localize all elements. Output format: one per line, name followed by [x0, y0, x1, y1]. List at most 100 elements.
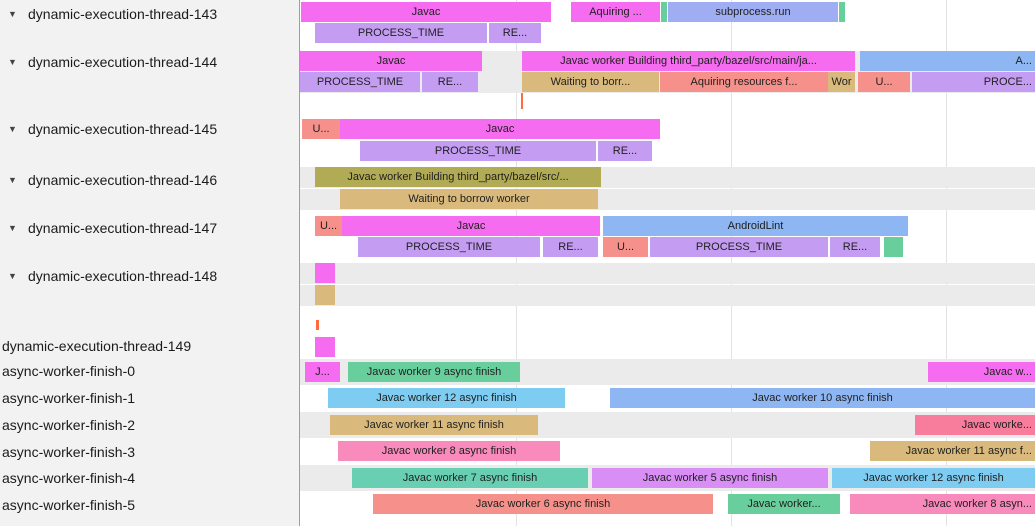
collapse-arrow-icon[interactable]: ▼	[8, 57, 17, 67]
trace-span[interactable]: Waiting to borrow worker	[340, 189, 598, 209]
track-lane	[300, 263, 1035, 284]
trace-span[interactable]: PROCESS_TIME	[315, 23, 487, 43]
trace-span[interactable]	[315, 337, 335, 357]
sidebar-track-row[interactable]: ▼ dynamic-execution-thread-143	[0, 4, 299, 24]
trace-span[interactable]: Javac worker 9 async finish	[348, 362, 520, 382]
sidebar-track-row[interactable]: dynamic-execution-thread-149	[0, 336, 299, 356]
sidebar-track-row[interactable]: async-worker-finish-3	[0, 442, 299, 462]
sidebar-track-row[interactable]: async-worker-finish-4	[0, 468, 299, 488]
track-name-label: async-worker-finish-3	[2, 444, 136, 460]
track-lane	[300, 337, 1035, 358]
track-name-label: dynamic-execution-thread-149	[2, 338, 192, 354]
trace-span[interactable]: PROCESS_TIME	[650, 237, 828, 257]
track-lane: PROCESS_TIME RE... U... PROCESS_TIME RE...	[300, 237, 1035, 258]
track-lane: Javac worker 7 async finish Javac worker …	[300, 465, 1035, 491]
trace-span[interactable]: Javac worker 5 async finish	[592, 468, 828, 488]
trace-span[interactable]: Aquiring ...	[571, 2, 660, 22]
trace-span[interactable]: Javac worke...	[915, 415, 1035, 435]
trace-span[interactable]: Javac worker 8 asyn...	[850, 494, 1035, 514]
trace-span[interactable]: RE...	[543, 237, 598, 257]
track-name-label: dynamic-execution-thread-147	[28, 220, 218, 236]
track-lane: U... Javac AndroidLint	[300, 216, 1035, 237]
trace-span[interactable]: Waiting to borr...	[522, 72, 659, 92]
trace-span[interactable]: Javac worker 11 async finish	[330, 415, 538, 435]
track-lane: PROCESS_TIME RE...	[300, 141, 1035, 162]
trace-span[interactable]: U...	[302, 119, 340, 139]
track-name-label: dynamic-execution-thread-146	[28, 172, 218, 188]
trace-span[interactable]: Javac worker Building third_party/bazel/…	[522, 51, 855, 71]
collapse-arrow-icon[interactable]: ▼	[8, 271, 17, 281]
trace-span[interactable]: Javac worker 12 async finish	[328, 388, 565, 408]
trace-span[interactable]: PROCE...	[912, 72, 1035, 92]
timeline: Javac Aquiring ... subprocess.run PROCESS_T…	[300, 0, 1035, 526]
trace-span[interactable]: subprocess.run	[668, 2, 838, 22]
track-lane: J... Javac worker 9 async finish Javac w..…	[300, 359, 1035, 385]
sidebar: ▼ dynamic-execution-thread-143 ▼ dynamic-ex…	[0, 0, 300, 526]
instant-event-tick	[316, 320, 319, 330]
trace-span[interactable]: Javac worker 6 async finish	[373, 494, 713, 514]
trace-span[interactable]	[884, 237, 903, 257]
trace-span[interactable]	[315, 285, 335, 305]
trace-span[interactable]: J...	[305, 362, 340, 382]
sidebar-track-row[interactable]: async-worker-finish-0	[0, 361, 299, 381]
trace-span[interactable]: Javac worker 8 async finish	[338, 441, 560, 461]
trace-span[interactable]: Aquiring resources f...	[660, 72, 828, 92]
trace-span[interactable]: Wor	[828, 72, 855, 92]
trace-span[interactable]: U...	[603, 237, 648, 257]
trace-span[interactable]: Javac worker...	[728, 494, 840, 514]
track-lane: Javac worker 12 async finish Javac worker…	[300, 385, 1035, 411]
trace-span[interactable]: Javac worker 12 async finish	[832, 468, 1035, 488]
track-lane: PROCESS_TIME RE... Waiting to borr... Aquir…	[300, 72, 1035, 93]
trace-span[interactable]: Javac worker 11 async f...	[870, 441, 1035, 461]
trace-span[interactable]: A...	[860, 51, 1035, 71]
trace-span[interactable]	[839, 2, 845, 22]
track-name-label: dynamic-execution-thread-148	[28, 268, 218, 284]
sidebar-track-row[interactable]: ▼ dynamic-execution-thread-147	[0, 218, 299, 238]
track-lane: Javac worker 11 async finish Javac worke.…	[300, 412, 1035, 438]
sidebar-track-row[interactable]: ▼ dynamic-execution-thread-148	[0, 266, 299, 286]
track-name-label: async-worker-finish-1	[2, 390, 136, 406]
track-name-label: async-worker-finish-2	[2, 417, 136, 433]
trace-span[interactable]: PROCESS_TIME	[300, 72, 420, 92]
trace-span[interactable]: Javac	[342, 216, 600, 236]
collapse-arrow-icon[interactable]: ▼	[8, 124, 17, 134]
trace-span[interactable]: Javac worker Building third_party/bazel/…	[315, 167, 601, 187]
trace-span[interactable]: Javac worker 7 async finish	[352, 468, 588, 488]
track-lane: Waiting to borrow worker	[300, 189, 1035, 210]
track-lane: PROCESS_TIME RE...	[300, 23, 1035, 44]
trace-span[interactable]: Javac w...	[928, 362, 1035, 382]
trace-span[interactable]: U...	[315, 216, 342, 236]
track-name-label: async-worker-finish-5	[2, 497, 136, 513]
sidebar-track-row[interactable]: ▼ dynamic-execution-thread-145	[0, 119, 299, 139]
track-lane: Javac worker 8 async finish Javac worker …	[300, 438, 1035, 464]
sidebar-track-row[interactable]: async-worker-finish-5	[0, 495, 299, 515]
sidebar-track-row[interactable]: ▼ dynamic-execution-thread-146	[0, 170, 299, 190]
trace-span[interactable]: Javac	[340, 119, 660, 139]
collapse-arrow-icon[interactable]: ▼	[8, 9, 17, 19]
trace-span[interactable]: RE...	[489, 23, 541, 43]
trace-span[interactable]: U...	[858, 72, 910, 92]
sidebar-track-row[interactable]: async-worker-finish-1	[0, 388, 299, 408]
trace-span[interactable]: RE...	[598, 141, 652, 161]
track-name-label: async-worker-finish-0	[2, 363, 136, 379]
track-name-label: dynamic-execution-thread-144	[28, 54, 218, 70]
track-lane: U... Javac	[300, 119, 1035, 140]
collapse-arrow-icon[interactable]: ▼	[8, 175, 17, 185]
instant-event-tick	[521, 93, 523, 109]
trace-span[interactable]: AndroidLint	[603, 216, 908, 236]
track-name-label: dynamic-execution-thread-143	[28, 6, 218, 22]
trace-span[interactable]: Javac worker 10 async finish	[610, 388, 1035, 408]
trace-span[interactable]: RE...	[830, 237, 880, 257]
track-name-label: dynamic-execution-thread-145	[28, 121, 218, 137]
track-lane: Javac Javac worker Building third_party/b…	[300, 51, 1035, 72]
sidebar-track-row[interactable]: ▼ dynamic-execution-thread-144	[0, 52, 299, 72]
trace-span[interactable]	[661, 2, 667, 22]
sidebar-track-row[interactable]: async-worker-finish-2	[0, 415, 299, 435]
collapse-arrow-icon[interactable]: ▼	[8, 223, 17, 233]
trace-span[interactable]: Javac	[300, 51, 482, 71]
trace-span[interactable]: RE...	[422, 72, 478, 92]
trace-span[interactable]	[315, 263, 335, 283]
trace-span[interactable]: PROCESS_TIME	[360, 141, 596, 161]
trace-span[interactable]: Javac	[301, 2, 551, 22]
trace-span[interactable]: PROCESS_TIME	[358, 237, 540, 257]
